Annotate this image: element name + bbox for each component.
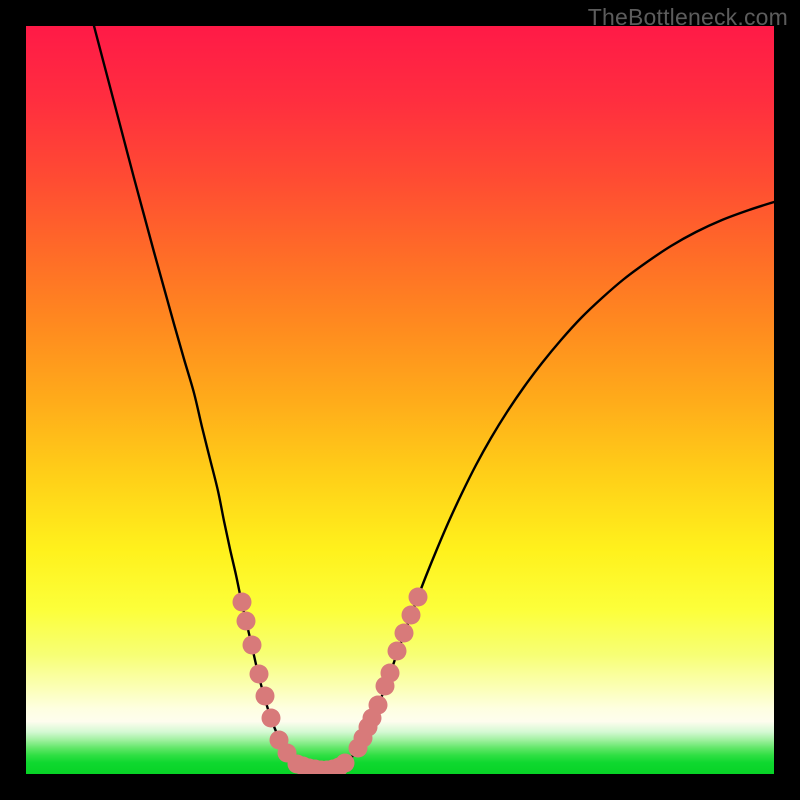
bead-marker xyxy=(402,606,421,625)
bead-marker xyxy=(233,593,252,612)
watermark-text: TheBottleneck.com xyxy=(588,4,788,31)
bead-marker xyxy=(409,588,428,607)
bead-marker xyxy=(395,624,414,643)
bead-marker xyxy=(381,664,400,683)
bead-marker xyxy=(336,754,355,773)
bead-marker xyxy=(369,696,388,715)
bead-marker xyxy=(256,687,275,706)
bead-marker xyxy=(250,665,269,684)
gradient-background xyxy=(26,26,774,774)
bead-marker xyxy=(388,642,407,661)
bead-marker xyxy=(262,709,281,728)
chart-svg xyxy=(0,0,800,800)
chart-stage: TheBottleneck.com xyxy=(0,0,800,800)
bead-marker xyxy=(243,636,262,655)
bead-marker xyxy=(237,612,256,631)
